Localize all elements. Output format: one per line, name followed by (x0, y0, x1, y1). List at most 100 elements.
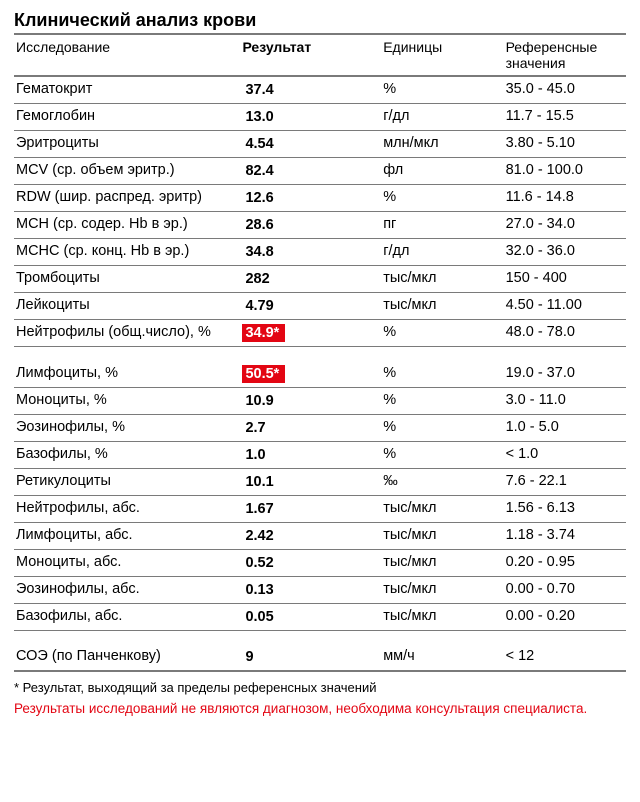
cell-unit: г/дл (381, 104, 503, 131)
cell-ref: < 1.0 (504, 441, 626, 468)
cell-unit: тыс/мкл (381, 266, 503, 293)
table-row: Эритроциты4.54млн/мкл3.80 - 5.10 (14, 131, 626, 158)
col-header-name: Исследование (14, 34, 240, 76)
cell-unit: г/дл (381, 239, 503, 266)
cell-name: MCHC (ср. конц. Hb в эр.) (14, 239, 240, 266)
cell-ref: 0.20 - 0.95 (504, 549, 626, 576)
col-header-ref: Референсные значения (504, 34, 626, 76)
cell-name: Моноциты, абс. (14, 549, 240, 576)
cell-result: 10.9 (240, 387, 381, 414)
cell-unit: ‰ (381, 468, 503, 495)
cell-ref: 150 - 400 (504, 266, 626, 293)
cell-unit: мм/ч (381, 644, 503, 671)
cell-result: 0.13 (240, 576, 381, 603)
cell-name: RDW (шир. распред. эритр) (14, 185, 240, 212)
cell-ref: 11.6 - 14.8 (504, 185, 626, 212)
cell-ref: 35.0 - 45.0 (504, 76, 626, 104)
result-value: 0.05 (242, 608, 279, 626)
cell-name: MCH (ср. содер. Hb в эр.) (14, 212, 240, 239)
cell-unit: фл (381, 158, 503, 185)
cell-ref: 1.18 - 3.74 (504, 522, 626, 549)
cell-ref: 48.0 - 78.0 (504, 320, 626, 347)
cell-ref: 27.0 - 34.0 (504, 212, 626, 239)
cell-name: Гемоглобин (14, 104, 240, 131)
result-value: 82.4 (242, 162, 279, 180)
result-value: 2.7 (242, 419, 271, 437)
cell-ref: 1.0 - 5.0 (504, 414, 626, 441)
cell-unit: % (381, 414, 503, 441)
table-row: Лимфоциты, %50.5*%19.0 - 37.0 (14, 361, 626, 388)
report-title: Клинический анализ крови (14, 10, 626, 31)
cell-name: Базофилы, % (14, 441, 240, 468)
result-value: 28.6 (242, 216, 279, 234)
result-value: 0.13 (242, 581, 279, 599)
cell-ref: 0.00 - 0.20 (504, 603, 626, 630)
cell-ref: 1.56 - 6.13 (504, 495, 626, 522)
cell-name: СОЭ (по Панченкову) (14, 644, 240, 671)
cell-unit: тыс/мкл (381, 603, 503, 630)
cell-result: 34.9* (240, 320, 381, 347)
cell-ref: 7.6 - 22.1 (504, 468, 626, 495)
cell-name: MCV (ср. объем эритр.) (14, 158, 240, 185)
cell-ref: 3.80 - 5.10 (504, 131, 626, 158)
cell-name: Лимфоциты, % (14, 361, 240, 388)
cell-name: Нейтрофилы, абс. (14, 495, 240, 522)
table-row: Гематокрит37.4%35.0 - 45.0 (14, 76, 626, 104)
cell-ref: 11.7 - 15.5 (504, 104, 626, 131)
disclaimer: Результаты исследований не являются диаг… (14, 701, 626, 716)
result-value: 1.67 (242, 500, 279, 518)
table-row: Моноциты, %10.9%3.0 - 11.0 (14, 387, 626, 414)
table-row: Лимфоциты, абс.2.42тыс/мкл1.18 - 3.74 (14, 522, 626, 549)
cell-ref: 0.00 - 0.70 (504, 576, 626, 603)
cell-name: Нейтрофилы (общ.число), % (14, 320, 240, 347)
table-row: Моноциты, абс.0.52 тыс/мкл0.20 - 0.95 (14, 549, 626, 576)
cell-unit: пг (381, 212, 503, 239)
cell-ref: < 12 (504, 644, 626, 671)
cell-ref: 81.0 - 100.0 (504, 158, 626, 185)
cell-result: 82.4 (240, 158, 381, 185)
result-value: 4.54 (242, 135, 279, 153)
cell-result: 50.5* (240, 361, 381, 388)
results-table: Исследование Результат Единицы Референсн… (14, 33, 626, 672)
result-value: 0.52 (242, 554, 279, 572)
table-row: Эозинофилы, %2.7%1.0 - 5.0 (14, 414, 626, 441)
cell-ref: 4.50 - 11.00 (504, 293, 626, 320)
cell-name: Тромбоциты (14, 266, 240, 293)
cell-result: 1.67 (240, 495, 381, 522)
cell-result: 0.05 (240, 603, 381, 630)
table-row: Нейтрофилы (общ.число), %34.9*%48.0 - 78… (14, 320, 626, 347)
table-row: Базофилы, абс.0.05тыс/мкл0.00 - 0.20 (14, 603, 626, 630)
result-value: 4.79 (242, 297, 279, 315)
table-row: Базофилы, %1.0%< 1.0 (14, 441, 626, 468)
cell-name: Лимфоциты, абс. (14, 522, 240, 549)
result-value: 282 (242, 270, 275, 288)
table-row: MCHC (ср. конц. Hb в эр.)34.8г/дл32.0 - … (14, 239, 626, 266)
table-row: Лейкоциты4.79тыс/мкл4.50 - 11.00 (14, 293, 626, 320)
cell-unit: % (381, 387, 503, 414)
cell-name: Гематокрит (14, 76, 240, 104)
table-row: MCH (ср. содер. Hb в эр.)28.6 пг27.0 - 34… (14, 212, 626, 239)
cell-name: Лейкоциты (14, 293, 240, 320)
cell-name: Эритроциты (14, 131, 240, 158)
cell-result: 1.0 (240, 441, 381, 468)
col-header-result: Результат (240, 34, 381, 76)
cell-unit: % (381, 76, 503, 104)
cell-ref: 3.0 - 11.0 (504, 387, 626, 414)
spacer-row (14, 630, 626, 644)
col-header-unit: Единицы (381, 34, 503, 76)
cell-name: Эозинофилы, абс. (14, 576, 240, 603)
table-row: Нейтрофилы, абс.1.67тыс/мкл1.56 - 6.13 (14, 495, 626, 522)
table-row: MCV (ср. объем эритр.)82.4 фл81.0 - 100.0 (14, 158, 626, 185)
cell-unit: тыс/мкл (381, 549, 503, 576)
result-value: 34.8 (242, 243, 279, 261)
cell-result: 37.4 (240, 76, 381, 104)
cell-unit: % (381, 441, 503, 468)
result-value: 1.0 (242, 446, 271, 464)
cell-result: 12.6 (240, 185, 381, 212)
cell-name: Ретикулоциты (14, 468, 240, 495)
table-row: СОЭ (по Панченкову)9мм/ч< 12 (14, 644, 626, 671)
table-row: Эозинофилы, абс.0.13тыс/мкл0.00 - 0.70 (14, 576, 626, 603)
cell-result: 28.6 (240, 212, 381, 239)
result-flagged: 34.9* (242, 324, 285, 342)
cell-result: 4.54 (240, 131, 381, 158)
